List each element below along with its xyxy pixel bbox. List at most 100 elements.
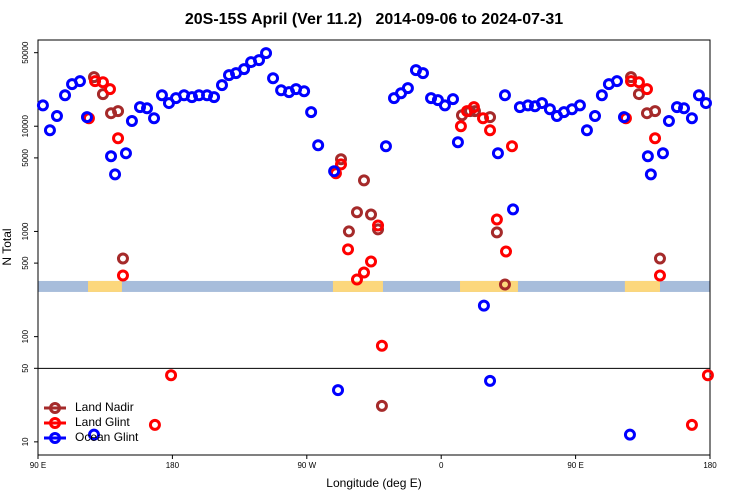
point <box>88 428 100 441</box>
point <box>401 82 414 95</box>
y-tick-label: 10000 <box>21 115 30 138</box>
point <box>498 89 511 102</box>
point <box>357 174 370 187</box>
point <box>334 158 347 171</box>
point <box>365 255 378 268</box>
x-tick-label: 90 E <box>567 461 583 470</box>
point <box>438 99 451 112</box>
legend-label: Land Nadir <box>75 400 134 414</box>
point <box>260 47 273 60</box>
point <box>490 213 503 226</box>
point <box>112 132 125 145</box>
point <box>365 208 378 221</box>
point <box>521 99 534 112</box>
point <box>454 120 467 133</box>
point <box>699 97 712 110</box>
point <box>109 168 122 181</box>
point <box>649 105 662 118</box>
point <box>416 67 429 80</box>
point <box>342 243 355 256</box>
point <box>298 85 311 98</box>
point <box>112 105 125 118</box>
point <box>375 399 388 412</box>
point <box>701 369 714 382</box>
point <box>649 132 662 145</box>
y-tick-label: 50 <box>21 363 30 372</box>
x-tick-label: 90 W <box>297 461 316 470</box>
point <box>484 374 497 387</box>
point <box>505 140 518 153</box>
point <box>685 112 698 125</box>
x-tick-label: 0 <box>439 461 444 470</box>
band-highlight <box>88 280 122 292</box>
point <box>446 93 459 106</box>
point <box>372 219 385 232</box>
point <box>573 99 586 112</box>
legend-label: Land Glint <box>75 415 130 429</box>
point <box>640 83 653 96</box>
point <box>490 226 503 239</box>
point <box>350 206 363 219</box>
point <box>96 76 109 89</box>
point <box>653 252 666 265</box>
point <box>50 110 63 123</box>
point <box>500 245 513 258</box>
point <box>201 89 214 102</box>
y-tick-label: 100 <box>21 329 30 343</box>
point <box>543 103 556 116</box>
point <box>119 147 132 160</box>
point <box>80 111 93 124</box>
point <box>477 299 490 312</box>
point <box>610 75 623 88</box>
point <box>238 63 251 76</box>
point <box>653 269 666 282</box>
point <box>350 273 363 286</box>
point <box>116 269 129 282</box>
x-tick-label: 180 <box>703 461 717 470</box>
point <box>372 223 385 236</box>
point <box>208 91 221 104</box>
point <box>165 369 178 382</box>
y-axis-label: N Total <box>0 228 14 265</box>
point <box>141 102 154 115</box>
point <box>685 418 698 431</box>
point <box>185 91 198 104</box>
x-tick-label: 180 <box>166 461 180 470</box>
y-tick-label: 50000 <box>21 41 30 64</box>
point <box>670 101 683 114</box>
point <box>595 89 608 102</box>
point <box>662 115 675 128</box>
point <box>625 71 638 84</box>
point <box>623 428 636 441</box>
legend-marker <box>49 402 61 414</box>
point <box>267 72 280 85</box>
point <box>484 124 497 137</box>
point <box>155 89 168 102</box>
point <box>253 54 266 67</box>
point <box>334 153 347 166</box>
point <box>507 203 520 216</box>
point <box>375 339 388 352</box>
point <box>357 266 370 279</box>
point <box>133 101 146 114</box>
point <box>312 139 325 152</box>
point <box>589 110 602 123</box>
plot-frame <box>37 39 711 456</box>
x-axis-label: Longitude (deg E) <box>326 476 421 490</box>
point <box>59 89 72 102</box>
y-tick-label: 500 <box>21 256 30 270</box>
point <box>484 111 497 124</box>
point <box>116 252 129 265</box>
point <box>678 102 691 115</box>
point <box>451 136 464 149</box>
point <box>641 150 654 163</box>
band-highlight <box>332 280 383 292</box>
y-tick-label: 5000 <box>21 148 30 166</box>
point <box>632 88 645 101</box>
legend-label: Ocean Glint <box>75 430 139 444</box>
point <box>498 278 511 291</box>
chart-title: 20S-15S April (Ver 11.2) 2014-09-06 to 2… <box>185 11 563 28</box>
point <box>692 89 705 102</box>
